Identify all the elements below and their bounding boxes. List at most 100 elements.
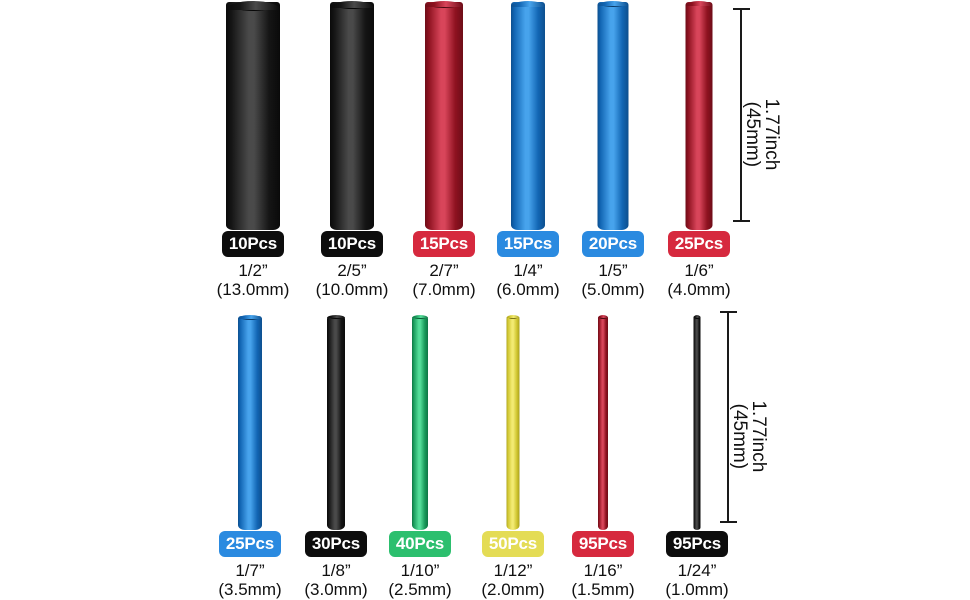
quantity-badge: 10Pcs <box>221 230 285 257</box>
size-mm: (4.0mm) <box>667 280 731 300</box>
dimension-label: 1.77inch (45mm) <box>741 98 782 171</box>
quantity-badge: 95Pcs <box>665 530 729 557</box>
tube-rim <box>506 314 520 318</box>
quantity-badge: 40Pcs <box>388 530 452 557</box>
tube-graphic <box>453 302 573 530</box>
tube-1-4-inch: 15Pcs 1/4” (6.0mm) <box>468 0 588 300</box>
tube-graphic <box>193 0 313 230</box>
tube-graphic <box>553 0 673 230</box>
quantity-badge: 10Pcs <box>320 230 384 257</box>
dimension-cap-top <box>720 311 737 313</box>
size-inch: 2/7” <box>429 260 459 280</box>
size-caption: 1/12” (2.0mm) <box>453 561 573 600</box>
quantity-badge: 30Pcs <box>304 530 368 557</box>
quantity-badge-wrap: 20Pcs <box>553 230 673 258</box>
dimension-line <box>727 311 729 523</box>
size-inch: 1/4” <box>513 260 543 280</box>
tube-body <box>693 314 701 530</box>
tube-1-2-inch: 10Pcs 1/2” (13.0mm) <box>193 0 313 300</box>
tube-1-8-inch: 30Pcs 1/8” (3.0mm) <box>276 302 396 600</box>
size-inch: 1/2” <box>238 260 268 280</box>
tube-body <box>327 314 345 530</box>
size-caption: 1/2” (13.0mm) <box>193 261 313 300</box>
quantity-badge-wrap: 10Pcs <box>193 230 313 258</box>
size-caption: 2/7” (7.0mm) <box>384 261 504 300</box>
size-mm: (3.0mm) <box>304 580 368 600</box>
tube-graphic <box>468 0 588 230</box>
dimension-line <box>740 8 742 222</box>
size-inch: 1/16” <box>583 560 623 580</box>
dimension-cap-top <box>733 8 750 10</box>
tube-1-5-inch: 20Pcs 1/5” (5.0mm) <box>553 0 673 300</box>
quantity-badge: 95Pcs <box>571 530 635 557</box>
tube-body <box>226 0 280 230</box>
tube-body <box>511 0 545 230</box>
dimension-label: 1.77inch (45mm) <box>728 400 769 473</box>
tube-2-5-inch: 10Pcs 2/5” (10.0mm) <box>292 0 412 300</box>
size-mm: (5.0mm) <box>581 280 645 300</box>
tube-rim <box>330 0 374 8</box>
size-mm: (2.5mm) <box>388 580 452 600</box>
size-caption: 1/5” (5.0mm) <box>553 261 673 300</box>
tube-rim <box>685 0 713 6</box>
tube-rim <box>327 314 345 318</box>
tube-graphic <box>384 0 504 230</box>
quantity-badge-wrap: 95Pcs <box>543 530 663 558</box>
tube-body <box>506 314 520 530</box>
quantity-badge: 15Pcs <box>412 230 476 257</box>
tube-rim <box>511 0 545 7</box>
tube-rim <box>598 314 608 318</box>
size-inch: 2/5” <box>337 260 367 280</box>
tube-graphic <box>292 0 412 230</box>
size-mm: (10.0mm) <box>315 280 389 300</box>
size-inch: 1/8” <box>321 560 351 580</box>
size-caption: 1/6” (4.0mm) <box>639 261 759 300</box>
size-caption: 1/4” (6.0mm) <box>468 261 588 300</box>
tube-rim <box>226 0 280 10</box>
height-dimension-bottom: 1.77inch (45mm) <box>720 311 827 523</box>
tube-graphic <box>360 302 480 530</box>
quantity-badge-wrap: 50Pcs <box>453 530 573 558</box>
tube-rim <box>238 314 262 319</box>
size-inch: 1/5” <box>598 260 628 280</box>
size-caption: 1/7” (3.5mm) <box>190 561 310 600</box>
quantity-badge: 15Pcs <box>496 230 560 257</box>
dimension-cap-bottom <box>720 521 737 523</box>
size-inch: 1/6” <box>684 260 714 280</box>
quantity-badge-wrap: 25Pcs <box>190 530 310 558</box>
quantity-badge-wrap: 25Pcs <box>639 230 759 258</box>
tube-body <box>330 0 374 230</box>
tube-graphic <box>543 302 663 530</box>
bottom-row: 25Pcs 1/7” (3.5mm) 30Pcs 1/8” (3.0mm) 40Pcs 1/1… <box>0 300 970 600</box>
tube-rim <box>425 0 463 7</box>
size-caption: 1/8” (3.0mm) <box>276 561 396 600</box>
tube-1-7-inch: 25Pcs 1/7” (3.5mm) <box>190 302 310 600</box>
dimension-mm: (45mm) <box>741 101 763 168</box>
height-dimension-top: 1.77inch (45mm) <box>733 8 840 222</box>
tube-1-12-inch: 50Pcs 1/12” (2.0mm) <box>453 302 573 600</box>
tube-graphic <box>276 302 396 530</box>
tube-body <box>597 0 629 230</box>
size-caption: 1/16” (1.5mm) <box>543 561 663 600</box>
size-inch: 1/12” <box>493 560 533 580</box>
quantity-badge-wrap: 15Pcs <box>384 230 504 258</box>
tube-rim <box>412 314 428 318</box>
tube-2-7-inch: 15Pcs 2/7” (7.0mm) <box>384 0 504 300</box>
tube-body <box>425 0 463 230</box>
size-caption: 1/10” (2.5mm) <box>360 561 480 600</box>
quantity-badge-wrap: 10Pcs <box>292 230 412 258</box>
size-caption: 2/5” (10.0mm) <box>292 261 412 300</box>
dimension-cap-bottom <box>733 220 750 222</box>
dimension-mm: (45mm) <box>728 403 750 470</box>
size-mm: (1.5mm) <box>571 580 635 600</box>
tube-body <box>685 0 713 230</box>
tube-1-16-inch: 95Pcs 1/16” (1.5mm) <box>543 302 663 600</box>
tube-body <box>598 314 608 530</box>
quantity-badge-wrap: 30Pcs <box>276 530 396 558</box>
quantity-badge: 50Pcs <box>481 530 545 557</box>
size-caption: 1/24” (1.0mm) <box>637 561 757 600</box>
size-inch: 1/24” <box>677 560 717 580</box>
dimension-inch: 1.77inch <box>747 400 769 473</box>
dimension-inch: 1.77inch <box>760 98 782 171</box>
